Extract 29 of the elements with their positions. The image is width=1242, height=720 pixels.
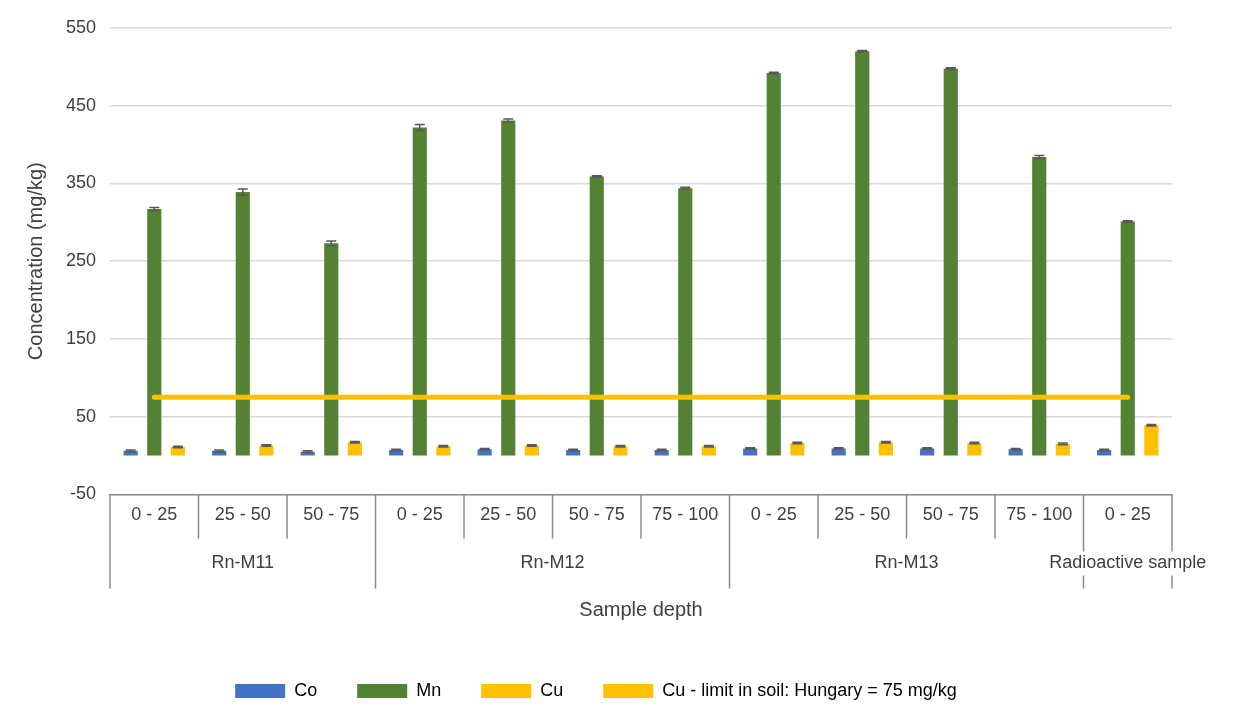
legend-label: Mn [416, 679, 442, 700]
legend-label: Co [294, 679, 318, 700]
x-tick-label: 0 - 25 [750, 504, 797, 525]
y-tick-label: 350 [65, 172, 97, 193]
y-tick-label: 450 [65, 94, 97, 115]
legend-label: Cu [540, 679, 564, 700]
y-tick-label: 50 [76, 405, 97, 426]
x-tick-label: 75 - 100 [652, 504, 719, 525]
legend-label: Cu - limit in soil: Hungary = 75 mg/kg [662, 679, 957, 700]
x-tick-label: 75 - 100 [1006, 504, 1073, 525]
y-tick-label: 250 [65, 250, 97, 271]
text: Radioactive sample [1049, 552, 1207, 573]
x-tick-label: 25 - 50 [214, 504, 271, 525]
x-tick-label: 0 - 25 [396, 504, 443, 525]
text: Rn-M12 [520, 552, 585, 573]
x-tick-label: 0 - 25 [1104, 504, 1151, 525]
x-axis-title: Sample depth [579, 597, 703, 620]
x-tick-label: 50 - 75 [568, 504, 625, 525]
x-tick-label: 50 - 75 [922, 504, 979, 525]
x-tick-label: 50 - 75 [303, 504, 360, 525]
x-tick-label: 0 - 25 [131, 504, 178, 525]
y-axis-title: Concentration (mg/kg) [23, 162, 46, 361]
x-tick-label: 25 - 50 [480, 504, 537, 525]
y-tick-label: -50 [70, 483, 97, 504]
x-tick-label: 25 - 50 [834, 504, 891, 525]
text: Rn-M13 [874, 552, 939, 573]
text: Rn-M11 [211, 552, 275, 573]
y-tick-label: 550 [65, 16, 97, 37]
y-tick-label: 150 [65, 327, 97, 348]
